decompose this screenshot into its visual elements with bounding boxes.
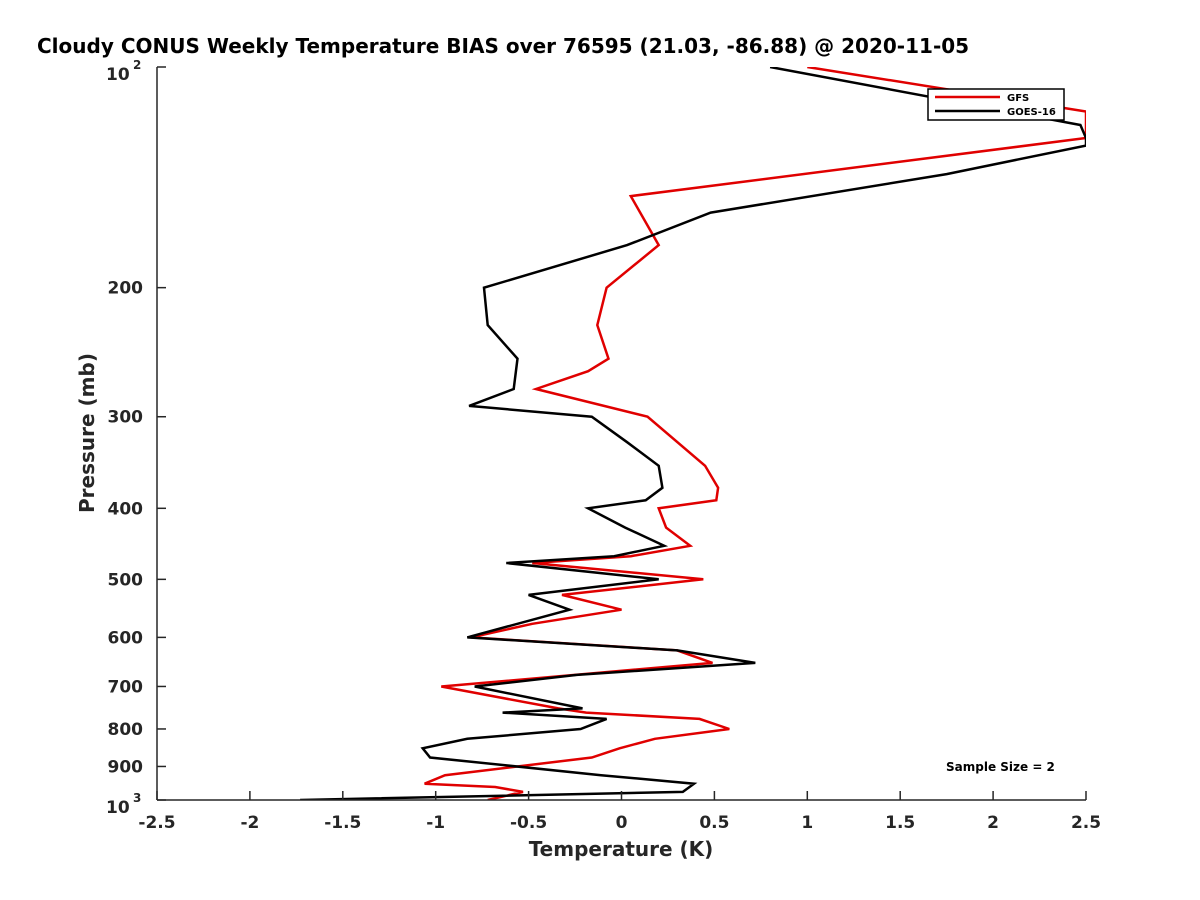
y-tick-label: 400	[108, 499, 144, 519]
x-tick-label: -2	[240, 813, 259, 833]
x-tick-label: 1	[801, 813, 813, 833]
x-tick-label: 1.5	[885, 813, 915, 833]
x-tick-label: 2.5	[1071, 813, 1101, 833]
legend-label-gfs: GFS	[1007, 93, 1029, 104]
x-tick-label: -2.5	[138, 813, 175, 833]
x-tick-label: 2	[987, 813, 999, 833]
y-tick-exponent: 2	[133, 58, 141, 72]
y-tick-exponent: 3	[133, 791, 141, 805]
y-tick-label: 200	[108, 279, 144, 299]
y-tick-label: 10	[106, 65, 130, 85]
x-axis-ticks: -2.5 -2 -1.5 -1 -0.5 0 0.5 1 1.5 2 2.5	[138, 791, 1101, 833]
legend: GFS GOES-16	[927, 88, 1065, 121]
y-axis-label: Pressure (mb)	[75, 353, 99, 513]
x-tick-label: 0	[616, 813, 628, 833]
x-tick-label: -1	[426, 813, 445, 833]
legend-label-goes16: GOES-16	[1007, 107, 1056, 118]
chart-title: Cloudy CONUS Weekly Temperature BIAS ove…	[37, 34, 969, 58]
y-tick-label: 800	[108, 720, 144, 740]
plot-area: -2.5 -2 -1.5 -1 -0.5 0 0.5 1 1.5 2 2.5 10 220030040…	[106, 58, 1101, 833]
y-tick-label: 600	[108, 628, 144, 648]
x-tick-label: -1.5	[324, 813, 361, 833]
series-layer	[300, 67, 1086, 800]
x-axis-label: Temperature (K)	[529, 837, 714, 861]
y-tick-label: 300	[108, 408, 144, 428]
series-line-gfs	[424, 67, 1086, 800]
y-tick-label: 500	[108, 570, 144, 590]
y-tick-label: 700	[108, 677, 144, 697]
y-tick-label: 10	[106, 798, 130, 818]
legend-box	[927, 88, 1065, 121]
x-tick-label: -0.5	[510, 813, 547, 833]
y-tick-label: 900	[108, 757, 144, 777]
sample-size-annotation: Sample Size = 2	[946, 760, 1055, 774]
x-tick-label: 0.5	[699, 813, 729, 833]
series-line-goes16	[300, 67, 1086, 800]
